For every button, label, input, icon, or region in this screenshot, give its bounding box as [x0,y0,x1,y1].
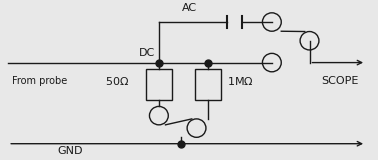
Text: SCOPE: SCOPE [321,76,358,86]
Text: GND: GND [57,146,83,156]
Bar [146,69,172,100]
Text: From probe: From probe [12,76,67,86]
Text: 50$\Omega$: 50$\Omega$ [105,75,129,87]
Text: 1M$\Omega$: 1M$\Omega$ [227,75,253,87]
Text: AC: AC [181,3,197,13]
Text: DC: DC [139,48,155,58]
Bar [195,69,221,100]
